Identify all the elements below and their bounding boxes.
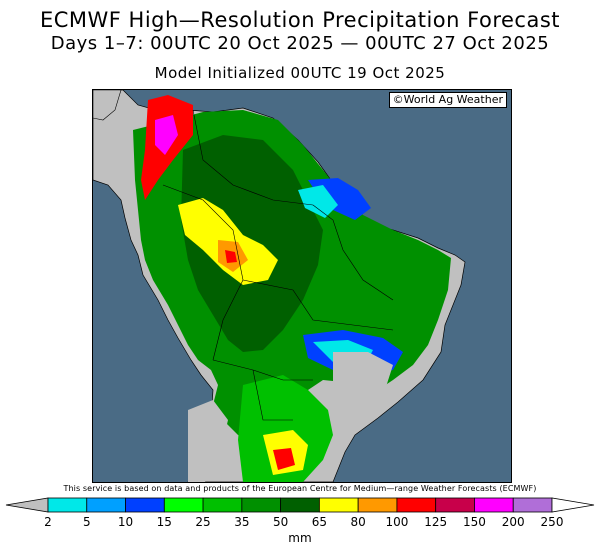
legend-tick-label: 15 — [157, 515, 172, 529]
legend-swatch — [202, 497, 243, 513]
precip-red-spot — [225, 250, 237, 263]
country-borders — [162, 109, 394, 421]
model-init: Model Initialized 00UTC 19 Oct 2025 — [154, 64, 446, 82]
legend-tick-label: 200 — [502, 515, 525, 529]
legend-swatch — [86, 497, 126, 513]
legend-tick-label: 5 — [83, 515, 91, 529]
legend-swatch — [280, 497, 320, 513]
legend-unit: mm — [288, 531, 311, 545]
legend-tick-label: 125 — [424, 515, 447, 529]
legend-tick-label: 10 — [118, 515, 133, 529]
legend-swatch — [396, 497, 437, 513]
legend-tick-label: 65 — [312, 515, 327, 529]
legend-swatch — [474, 497, 514, 513]
legend-tick-label: 25 — [195, 515, 210, 529]
precip-south-green — [238, 375, 333, 482]
legend-arrow-high — [551, 497, 595, 513]
ecmwf-credit: This service is based on data and produc… — [63, 484, 537, 493]
legend-swatch — [163, 497, 204, 513]
legend-tick-label: 80 — [351, 515, 366, 529]
legend-swatch — [47, 497, 88, 513]
precip-colombia-magenta — [155, 115, 178, 155]
map-canvas — [93, 90, 511, 482]
legend-tick-label: 50 — [273, 515, 288, 529]
legend-tick-label: 100 — [385, 515, 408, 529]
legend-ticks: 2 5 10 15 25 35 50 65 80 100 125 150 200 250 — [44, 515, 563, 529]
precip-cyan-northeast — [298, 185, 338, 218]
dry-region-central — [333, 352, 393, 400]
legend-swatch — [318, 497, 359, 513]
legend-tick-label: 2 — [44, 515, 52, 529]
legend-tick-label: 35 — [234, 515, 249, 529]
legend-swatch — [435, 497, 475, 513]
legend-swatch — [241, 497, 282, 513]
legend-swatch — [125, 497, 165, 513]
forecast-period: Days 1–7: 00UTC 20 Oct 2025 — 00UTC 27 O… — [50, 33, 550, 54]
central-america-land — [93, 90, 122, 121]
legend-swatch — [357, 497, 398, 513]
precip-legend: 2 5 10 15 25 35 50 65 80 100 125 150 200 250 mm — [5, 497, 595, 545]
legend-bars — [5, 497, 595, 513]
legend-arrow-low — [5, 497, 49, 513]
legend-swatch — [512, 497, 553, 513]
precip-south-red — [273, 448, 295, 470]
legend-tick-label: 150 — [463, 515, 486, 529]
map-title: ECMWF High—Resolution Precipitation Fore… — [39, 8, 561, 32]
precipitation-map: ©World Ag Weather — [92, 89, 512, 483]
legend-tick-label: 250 — [541, 515, 564, 529]
dry-region-south — [188, 400, 228, 482]
copyright-label: ©World Ag Weather — [388, 92, 507, 108]
